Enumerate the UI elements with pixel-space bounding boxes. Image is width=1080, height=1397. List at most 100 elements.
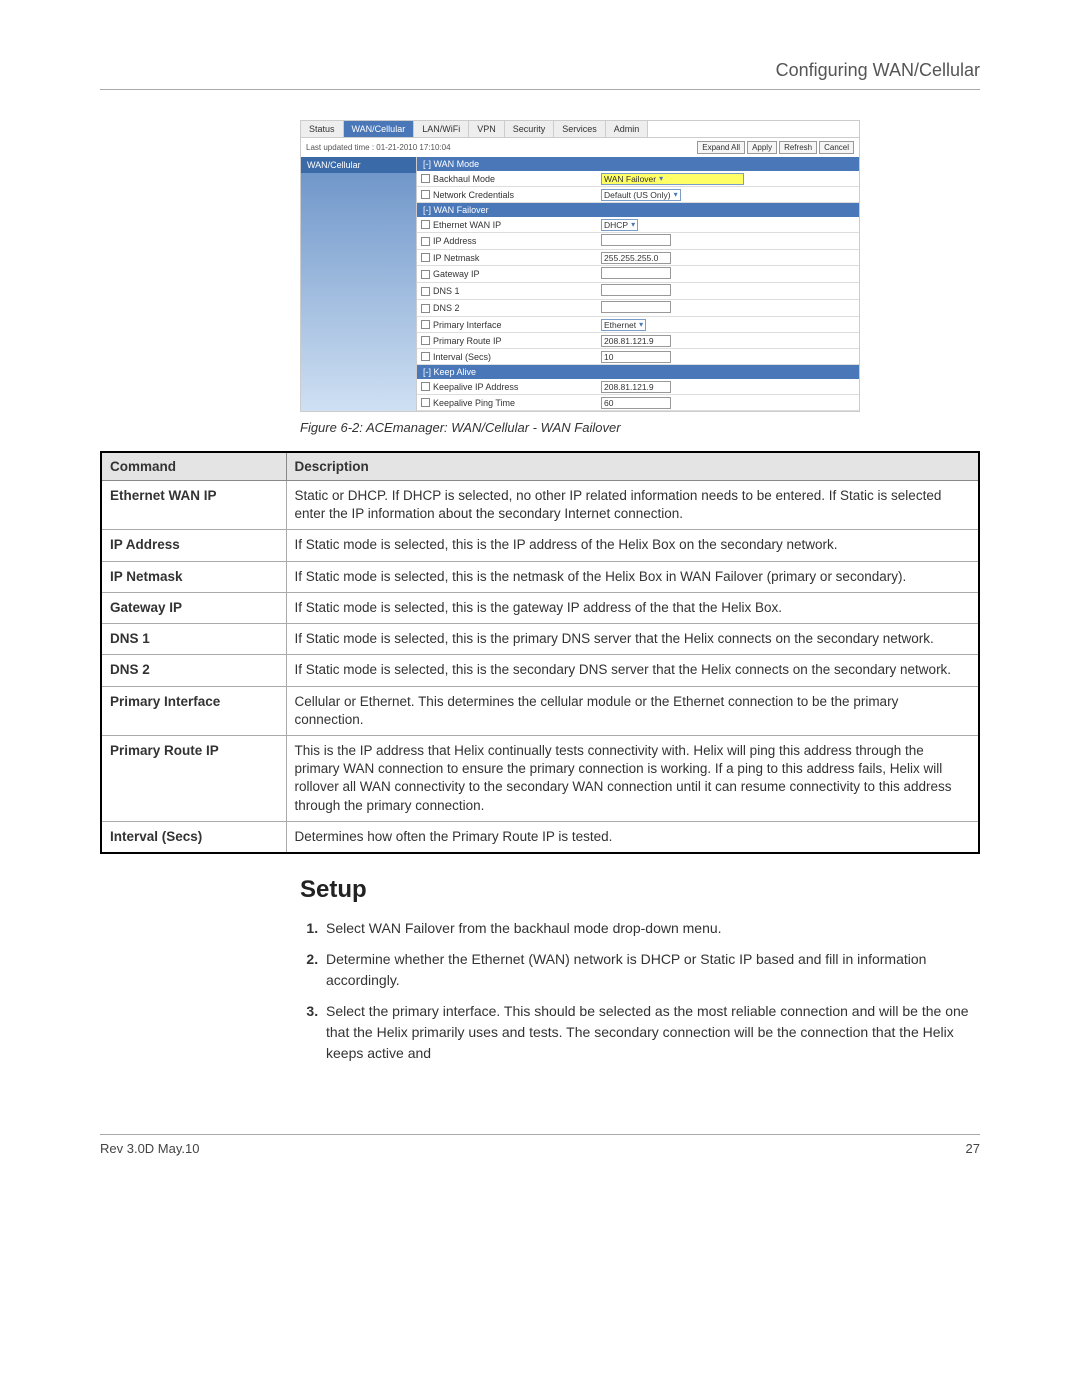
cmd-cell: Ethernet WAN IP [101,481,286,530]
input-ip-address[interactable] [601,234,671,246]
row-checkbox[interactable] [421,270,430,279]
desc-cell: Static or DHCP. If DHCP is selected, no … [286,481,979,530]
row-checkbox[interactable] [421,398,430,407]
page-header-title: Configuring WAN/Cellular [100,60,980,81]
select-backhaul-mode[interactable]: WAN Failover▾ [601,173,744,185]
tab-admin[interactable]: Admin [606,121,649,137]
table-row: IP NetmaskIf Static mode is selected, th… [101,561,979,592]
input-dns-1[interactable] [601,284,671,296]
table-row: Gateway IPIf Static mode is selected, th… [101,592,979,623]
select-network-credentials[interactable]: Default (US Only)▾ [601,189,681,201]
expand-all-button[interactable]: Expand All [697,141,745,154]
section-header[interactable]: [-] WAN Mode [417,157,859,171]
row-checkbox[interactable] [421,352,430,361]
row-label: Primary Interface [433,320,502,330]
row-label: Primary Route IP [433,336,502,346]
row-checkbox[interactable] [421,320,430,329]
desc-cell: If Static mode is selected, this is the … [286,530,979,561]
input-gateway-ip[interactable] [601,267,671,279]
tab-bar: StatusWAN/CellularLAN/WiFiVPNSecuritySer… [301,121,859,138]
row-checkbox[interactable] [421,304,430,313]
table-row: Ethernet WAN IPStatic or DHCP. If DHCP i… [101,481,979,530]
row-label: DNS 1 [433,286,460,296]
tab-services[interactable]: Services [554,121,606,137]
sidebar-item-wancellular[interactable]: WAN/Cellular [301,157,416,173]
table-row: DNS 1If Static mode is selected, this is… [101,624,979,655]
section-header[interactable]: [-] Keep Alive [417,365,859,379]
cmd-cell: Interval (Secs) [101,821,286,853]
row-label: Ethernet WAN IP [433,220,501,230]
config-row: Keepalive IP Address208.81.121.9 [417,379,859,395]
cmd-cell: DNS 1 [101,624,286,655]
desc-cell: Determines how often the Primary Route I… [286,821,979,853]
config-row: Keepalive Ping Time60 [417,395,859,411]
row-checkbox[interactable] [421,287,430,296]
desc-cell: Cellular or Ethernet. This determines th… [286,686,979,735]
row-label: IP Address [433,236,476,246]
cmd-cell: Gateway IP [101,592,286,623]
config-row: Ethernet WAN IP DHCP▾ [417,217,859,233]
input-dns-2[interactable] [601,301,671,313]
row-checkbox[interactable] [421,220,430,229]
action-buttons: Expand AllApplyRefreshCancel [697,141,854,154]
config-row: DNS 1 [417,283,859,300]
row-checkbox[interactable] [421,174,430,183]
table-row: DNS 2If Static mode is selected, this is… [101,655,979,686]
desc-cell: If Static mode is selected, this is the … [286,561,979,592]
th-command: Command [101,452,286,481]
tab-lanwifi[interactable]: LAN/WiFi [414,121,469,137]
input-interval--secs-[interactable]: 10 [601,351,671,363]
config-row: Primary Route IP 208.81.121.9 [417,333,859,349]
select-ethernet-wan-ip[interactable]: DHCP▾ [601,219,638,231]
figure-caption: Figure 6-2: ACEmanager: WAN/Cellular - W… [300,420,980,435]
table-row: IP AddressIf Static mode is selected, th… [101,530,979,561]
row-checkbox[interactable] [421,190,430,199]
config-row: IP Netmask255.255.255.0 [417,250,859,266]
section-header[interactable]: [-] WAN Failover [417,203,859,217]
input-keepalive-ping-time[interactable]: 60 [601,397,671,409]
th-description: Description [286,452,979,481]
input-keepalive-ip-address[interactable]: 208.81.121.9 [601,381,671,393]
command-description-table: Command Description Ethernet WAN IPStati… [100,451,980,854]
tab-status[interactable]: Status [301,121,344,137]
header-rule [100,89,980,90]
input-primary-route-ip[interactable]: 208.81.121.9 [601,335,671,347]
desc-cell: This is the IP address that Helix contin… [286,735,979,821]
tab-wancellular[interactable]: WAN/Cellular [344,121,415,137]
footer-rule [100,1134,980,1135]
row-label: Network Credentials [433,190,514,200]
timestamp: Last updated time : 01-21-2010 17:10:04 [306,143,451,152]
acemanager-screenshot: StatusWAN/CellularLAN/WiFiVPNSecuritySer… [300,120,860,412]
cancel-button[interactable]: Cancel [819,141,854,154]
refresh-button[interactable]: Refresh [779,141,817,154]
desc-cell: If Static mode is selected, this is the … [286,624,979,655]
config-row: Network Credentials Default (US Only)▾ [417,187,859,203]
row-label: Gateway IP [433,269,480,279]
config-row: Gateway IP [417,266,859,283]
footer-rev: Rev 3.0D May.10 [100,1141,199,1156]
select-primary-interface[interactable]: Ethernet▾ [601,319,646,331]
setup-steps: Select WAN Failover from the backhaul mo… [322,918,980,1064]
cmd-cell: Primary Route IP [101,735,286,821]
row-label: Backhaul Mode [433,174,495,184]
table-row: Primary InterfaceCellular or Ethernet. T… [101,686,979,735]
cmd-cell: DNS 2 [101,655,286,686]
desc-cell: If Static mode is selected, this is the … [286,592,979,623]
cmd-cell: IP Netmask [101,561,286,592]
input-ip-netmask[interactable]: 255.255.255.0 [601,252,671,264]
apply-button[interactable]: Apply [747,141,777,154]
setup-step: Determine whether the Ethernet (WAN) net… [322,949,980,991]
cmd-cell: IP Address [101,530,286,561]
sidebar: WAN/Cellular [301,157,416,411]
footer-page: 27 [966,1141,980,1156]
row-checkbox[interactable] [421,382,430,391]
config-row: IP Address [417,233,859,250]
row-checkbox[interactable] [421,237,430,246]
row-checkbox[interactable] [421,336,430,345]
config-row: DNS 2 [417,300,859,317]
setup-heading: Setup [300,876,980,904]
tab-vpn[interactable]: VPN [469,121,505,137]
row-label: DNS 2 [433,303,460,313]
row-checkbox[interactable] [421,253,430,262]
tab-security[interactable]: Security [505,121,555,137]
